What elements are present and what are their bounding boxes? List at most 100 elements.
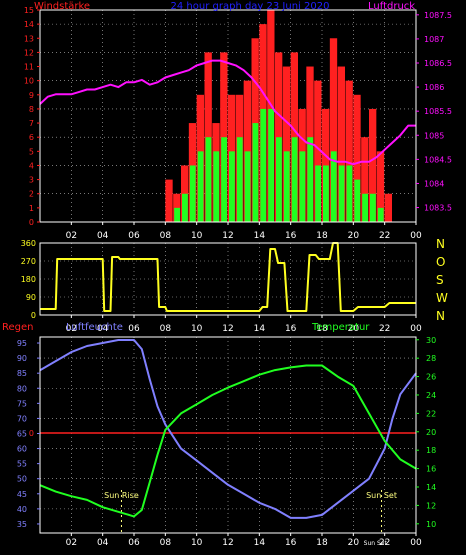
wind-average-bar bbox=[276, 137, 282, 222]
wind-tick-label: 3 bbox=[29, 176, 34, 185]
x-tick-label: 14 bbox=[254, 324, 266, 334]
wind-average-bar bbox=[299, 151, 306, 222]
compass-label: O bbox=[436, 255, 445, 269]
pressure-tick-label: 1086 bbox=[424, 83, 444, 92]
temperature-tick-label: 28 bbox=[426, 354, 436, 363]
wind-average-bar bbox=[354, 179, 361, 222]
pressure-line bbox=[39, 59, 416, 166]
x-tick-label: 22 bbox=[379, 231, 390, 241]
sun-rise-label: Sun Rise bbox=[104, 491, 139, 500]
x-tick-label: 22 bbox=[379, 324, 390, 334]
x-tick-label: 08 bbox=[160, 538, 172, 548]
wind-tick-label: 12 bbox=[24, 48, 34, 57]
wind-average-bar bbox=[260, 108, 267, 222]
wind-average-bar bbox=[197, 151, 204, 222]
humidity-tick-label: 95 bbox=[17, 339, 27, 348]
temperature-tick-label: 20 bbox=[426, 428, 436, 437]
pressure-tick-label: 1083.5 bbox=[424, 204, 452, 213]
x-tick-label: 04 bbox=[97, 538, 109, 548]
temperature-tick-label: 22 bbox=[426, 409, 436, 418]
sun-set-label: Sun Set bbox=[366, 491, 397, 500]
wind-direction-panel: 02 04 06 08 10 12 14 16 18 20 22 00090180270360NWSO… bbox=[21, 237, 448, 334]
temperature-tick-label: 24 bbox=[426, 391, 436, 400]
wind-gust-bar bbox=[329, 38, 338, 223]
x-tick-label: 04 bbox=[97, 231, 109, 241]
wind-average-bar bbox=[236, 137, 243, 222]
compass-label: S bbox=[436, 273, 444, 287]
pressure-tick-label: 1085 bbox=[424, 131, 444, 140]
temperature-tick-label: 10 bbox=[426, 520, 436, 529]
temperature-tick-label: 16 bbox=[426, 465, 436, 474]
x-tick-label: 20 bbox=[348, 324, 360, 334]
temperature-tick-label: 18 bbox=[426, 446, 436, 455]
humidity-tick-label: 75 bbox=[17, 399, 27, 408]
humidity-tick-label: 60 bbox=[17, 445, 27, 454]
wind-average-bar bbox=[323, 165, 329, 222]
compass-label: W bbox=[436, 291, 448, 305]
wind-tick-label: 0 bbox=[29, 218, 34, 227]
temperature-line bbox=[39, 364, 417, 518]
humidity-tick-label: 85 bbox=[17, 369, 27, 378]
wind-average-bar bbox=[182, 193, 188, 222]
wind-average-bar bbox=[307, 137, 314, 222]
rain-tick-label: 0 bbox=[29, 429, 34, 438]
temperature-tick-label: 12 bbox=[426, 501, 436, 510]
temperature-axis-label: Temperatur bbox=[311, 322, 370, 333]
wind-average-bar bbox=[189, 165, 196, 222]
pressure-tick-label: 1087.5 bbox=[424, 11, 452, 20]
x-tick-label: 00 bbox=[410, 538, 422, 548]
wind-average-bar bbox=[346, 165, 353, 222]
x-tick-label: 10 bbox=[191, 538, 203, 548]
wind-gust-bar bbox=[361, 137, 369, 222]
pressure-tick-label: 1086.5 bbox=[424, 59, 452, 68]
x-tick-label: 06 bbox=[128, 538, 140, 548]
x-tick-label: 16 bbox=[285, 538, 297, 548]
wind-gust-bar bbox=[376, 151, 385, 222]
humidity-tick-label: 55 bbox=[17, 460, 27, 469]
wind-average-bar bbox=[213, 151, 220, 222]
wind-tick-label: 13 bbox=[24, 34, 34, 43]
wind-direction-line bbox=[40, 242, 416, 312]
x-tick-label: 08 bbox=[160, 231, 172, 241]
humidity-tick-label: 35 bbox=[17, 520, 27, 529]
x-tick-label: 02 bbox=[66, 231, 77, 241]
humidity-tick-label: 80 bbox=[17, 384, 27, 393]
temperature-tick-label: 26 bbox=[426, 373, 436, 382]
wind-average-bar bbox=[205, 137, 212, 222]
humidity-tick-label: 70 bbox=[17, 414, 27, 423]
x-tick-label: 18 bbox=[316, 538, 328, 548]
wind-gust-bar bbox=[165, 179, 173, 222]
humidity-tick-label: 45 bbox=[17, 490, 27, 499]
wind-gust-bar bbox=[345, 80, 353, 223]
humidity-line bbox=[39, 339, 417, 519]
x-tick-label: 14 bbox=[254, 231, 266, 241]
wind-average-bar bbox=[362, 193, 368, 222]
wind-direction-degree-label: 90 bbox=[26, 293, 36, 302]
wind-average-bar bbox=[283, 151, 290, 222]
rain-axis-label: Regen bbox=[2, 322, 34, 333]
wind-tick-label: 6 bbox=[29, 133, 34, 142]
pressure-tick-label: 1084.5 bbox=[424, 155, 452, 164]
x-tick-label: 16 bbox=[285, 231, 297, 241]
wind-direction-degree-label: 270 bbox=[21, 257, 36, 266]
wind-average-bar bbox=[291, 137, 298, 222]
wind-tick-label: 9 bbox=[29, 91, 34, 100]
wind-average-bar bbox=[174, 207, 180, 222]
temperature-tick-label: 14 bbox=[426, 483, 436, 492]
x-tick-label: 20 bbox=[348, 538, 360, 548]
wind-direction-degree-label: 360 bbox=[21, 239, 36, 248]
compass-label: N bbox=[436, 237, 445, 251]
wind-gust-bar bbox=[353, 94, 361, 222]
x-tick-label: 18 bbox=[316, 231, 328, 241]
wind-average-bar bbox=[338, 165, 345, 222]
pressure-tick-label: 1085.5 bbox=[424, 107, 452, 116]
x-tick-label: 12 bbox=[222, 538, 233, 548]
x-tick-label: 02 bbox=[66, 324, 77, 334]
x-tick-label: 06 bbox=[128, 324, 140, 334]
wind-tick-label: 15 bbox=[24, 6, 34, 15]
wind-average-bar bbox=[268, 108, 274, 222]
wind-tick-label: 14 bbox=[24, 20, 34, 29]
humidity-axis-label: Luftfeuchte bbox=[66, 322, 123, 333]
compass-label: N bbox=[436, 309, 445, 323]
